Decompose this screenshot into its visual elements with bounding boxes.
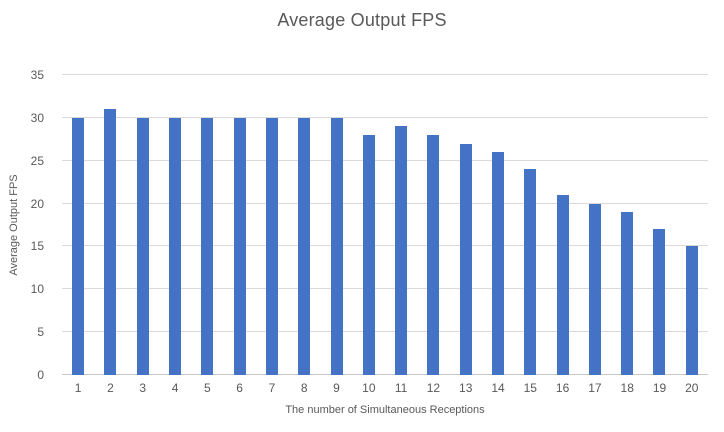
bar (233, 117, 246, 375)
x-tick-label: 9 (333, 381, 340, 395)
bar (685, 246, 698, 375)
bar (556, 195, 569, 375)
bar-slot (191, 75, 223, 375)
x-tick-label: 7 (268, 381, 276, 395)
bar-slot (127, 75, 159, 375)
bar (492, 152, 504, 375)
bar (362, 135, 375, 375)
x-tick-label: 12 (426, 381, 441, 395)
y-tick-label: 20 (30, 196, 44, 211)
bar (653, 229, 666, 375)
x-tick-label: 10 (362, 381, 376, 395)
bar-slot (256, 75, 288, 375)
gridline (62, 202, 708, 204)
y-tick-label: 0 (37, 368, 44, 382)
chart-title: Average Output FPS (277, 10, 447, 30)
x-tick-label: 15 (523, 381, 537, 395)
bar-slot (514, 75, 546, 375)
bar (72, 117, 85, 375)
bar (395, 126, 408, 375)
bar-slot (385, 75, 417, 375)
bar-slot (288, 75, 320, 375)
bar-slot (62, 75, 94, 375)
gridline (62, 288, 708, 290)
bar (330, 117, 343, 375)
bar-slot (579, 75, 611, 375)
y-tick-label: 15 (30, 239, 44, 254)
x-tick-label: 4 (171, 381, 179, 395)
bar (265, 117, 278, 375)
gridline (62, 159, 708, 161)
bar (524, 169, 537, 375)
bar (427, 135, 440, 375)
bar (621, 212, 634, 375)
bar (459, 143, 472, 375)
bar (201, 117, 214, 375)
x-tick-label: 13 (459, 381, 473, 395)
x-tick-label: 19 (652, 381, 667, 395)
x-tick-label: 11 (394, 381, 408, 395)
x-tick-label: 18 (620, 381, 634, 395)
x-tick-label: 14 (491, 381, 505, 395)
y-tick-label: 35 (30, 68, 44, 82)
bar-slot (94, 75, 126, 375)
gridline (62, 331, 708, 333)
x-tick-label: 8 (300, 381, 308, 395)
x-tick-label: 6 (236, 381, 243, 395)
bar-slot (223, 75, 255, 375)
x-tick-label: 17 (588, 381, 602, 395)
bar-series (62, 75, 708, 375)
bar-slot (417, 75, 449, 375)
bar-slot (546, 75, 578, 375)
bar (169, 117, 182, 375)
bar (588, 203, 601, 375)
bar-slot (159, 75, 191, 375)
x-tick-label: 3 (139, 381, 147, 395)
bar-slot (320, 75, 352, 375)
x-axis-tick-labels: 1 2 3 4 5 6 7 8 9 10 11 12 13 14 15 16 17 18 19 20 (62, 381, 708, 395)
x-tick-label: 16 (555, 381, 570, 395)
x-tick-label: 5 (203, 381, 211, 395)
bar (136, 117, 149, 375)
x-axis-title: The number of Simultaneous Receptions (285, 404, 485, 416)
y-tick-label: 10 (30, 282, 44, 297)
plot-area (62, 74, 708, 375)
y-tick-label: 30 (30, 110, 44, 125)
x-tick-label: 2 (107, 381, 114, 395)
x-tick-label: 20 (685, 381, 699, 395)
bar-slot (450, 75, 482, 375)
gridline (62, 245, 708, 247)
bar-slot (353, 75, 385, 375)
bar (298, 117, 311, 375)
gridline (62, 74, 708, 75)
x-tick-label: 1 (74, 381, 82, 395)
x-axis-line (62, 374, 708, 375)
gridline (62, 116, 708, 118)
bar-slot (482, 75, 514, 375)
y-axis-tick-labels: 0 5 10 15 20 25 30 35 (0, 69, 52, 381)
bar (104, 109, 117, 375)
bar-slot (611, 75, 643, 375)
y-tick-label: 25 (30, 153, 44, 168)
bar-slot (643, 75, 675, 375)
bar-slot (676, 75, 708, 375)
y-tick-label: 5 (37, 325, 44, 340)
